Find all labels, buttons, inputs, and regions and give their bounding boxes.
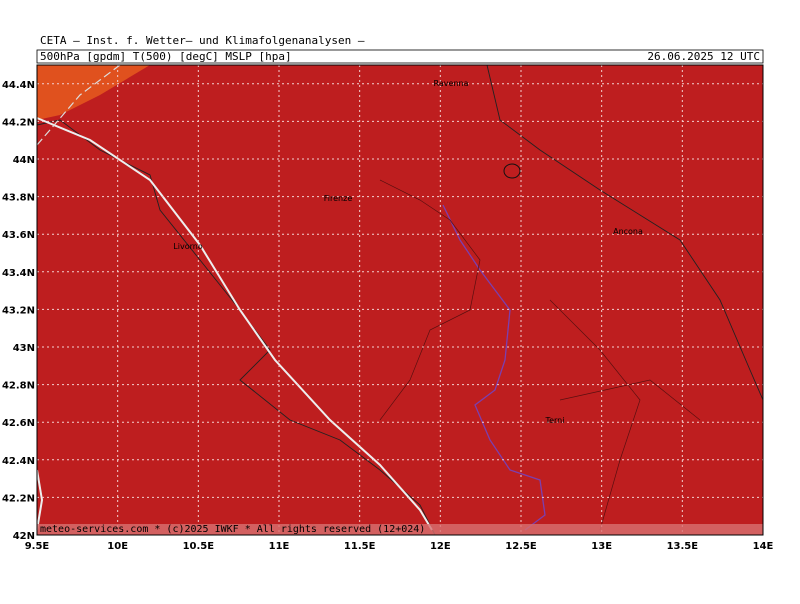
lat-tick-label: 44.2N	[2, 117, 35, 128]
fields: 500hPa [gpdm] T(500) [degC] MSLP [hpa]	[40, 50, 292, 63]
lat-tick-label: 44N	[13, 155, 35, 166]
lon-tick-label: 14E	[753, 541, 774, 552]
dashed-isoline	[36, 64, 121, 146]
city-label: Ravenna	[434, 79, 469, 88]
lat-tick-label: 42.6N	[2, 418, 35, 429]
lat-tick-label: 42N	[13, 531, 35, 542]
lon-tick-label: 11E	[269, 541, 290, 552]
lat-tick-label: 42.2N	[2, 493, 35, 504]
lon-tick-label: 12.5E	[505, 541, 537, 552]
isoline	[36, 469, 44, 531]
footer: meteo-services.com * (c)2025 IWKF * All …	[40, 524, 425, 535]
lon-tick-label: 10.5E	[183, 541, 215, 552]
coastline-adriatic	[486, 64, 764, 401]
lat-tick-label: 43N	[13, 343, 35, 354]
lat-tick-label: 43.4N	[2, 268, 35, 279]
lake	[503, 163, 521, 179]
warm-field	[37, 65, 150, 120]
title: CETA – Inst. f. Wetter– und Klimafolgena…	[40, 34, 365, 47]
lat-tick-label: 43.8N	[2, 193, 35, 204]
lat-tick-label: 43.2N	[2, 305, 35, 316]
city-label: Livorno	[173, 242, 203, 251]
lon-tick-label: 9.5E	[25, 541, 50, 552]
lon-tick-label: 10E	[107, 541, 128, 552]
lat-tick-label: 42.8N	[2, 381, 35, 392]
borders	[379, 179, 701, 531]
city-label: Terni	[545, 416, 565, 425]
map-area: Ravenna Firenze Livorno Ancona Terni met…	[36, 64, 764, 536]
lat-tick-label: 43.6N	[2, 230, 35, 241]
isoline	[36, 117, 433, 531]
lat-tick-label: 42.4N	[2, 456, 35, 467]
river	[442, 204, 546, 531]
map-frame	[36, 64, 764, 536]
lon-tick-label: 13E	[591, 541, 612, 552]
lon-tick-label: 12E	[430, 541, 451, 552]
footer-band	[37, 524, 763, 535]
temperature-field	[37, 65, 763, 535]
lon-tick-label: 11.5E	[344, 541, 376, 552]
city-label: Firenze	[324, 194, 353, 203]
valid-time: 26.06.2025 12 UTC	[647, 50, 760, 63]
lon-tick-label: 13.5E	[667, 541, 699, 552]
lat-tick-label: 44.4N	[2, 80, 35, 91]
city-label: Ancona	[613, 227, 643, 236]
info-box	[36, 49, 764, 64]
